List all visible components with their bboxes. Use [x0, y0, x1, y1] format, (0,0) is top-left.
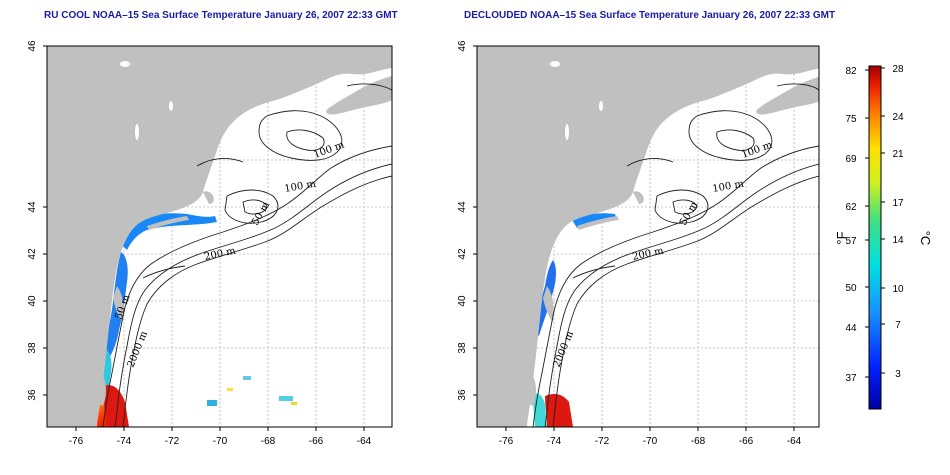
left-y-tick-label: 46 — [27, 40, 38, 52]
left-y-tick-label: 42 — [27, 248, 38, 260]
right-x-tick-label: -66 — [739, 436, 754, 447]
celsius-tick-label: 14 — [892, 235, 904, 246]
left-x-tick-label: -66 — [309, 436, 324, 447]
right-map-panel: 100 m 100 m 50 m 200 m 2000 m -76 -74 -72-… — [457, 40, 820, 447]
fahrenheit-tick-label: 62 — [845, 202, 857, 213]
left-y-tick-label: 36 — [27, 389, 38, 401]
right-y-tick-label: 38 — [457, 342, 468, 354]
right-y-tick-label: 44 — [457, 201, 468, 213]
left-x-tick-label: -70 — [213, 436, 228, 447]
colorbar-fahrenheit-scale: 82 75 69 62 57 50 44 37 — [845, 66, 869, 384]
right-x-tick-label: -64 — [787, 436, 802, 447]
left-x-tick-label: -74 — [117, 436, 132, 447]
colorbar-gradient — [868, 65, 882, 410]
celsius-tick-label: 21 — [892, 149, 904, 160]
right-contours — [532, 83, 819, 427]
right-y-tick-label: 46 — [457, 40, 468, 52]
fahrenheit-tick-label: 37 — [845, 373, 857, 384]
right-x-tick-label: -76 — [499, 436, 514, 447]
temperature-colorbar: 82 75 69 62 57 50 44 37 28 24 21 17 14 10 7 3 °F °C — [834, 64, 933, 410]
celsius-tick-label: 17 — [892, 198, 904, 209]
left-x-tick-label: -64 — [357, 436, 372, 447]
celsius-tick-label: 10 — [892, 284, 904, 295]
right-y-tick-label: 36 — [457, 389, 468, 401]
left-x-tick-label: -72 — [165, 436, 180, 447]
right-x-tick-label: -74 — [547, 436, 562, 447]
left-x-axis: -76 -74 -72 -70 -68 -66 -64 — [69, 427, 372, 447]
left-contours — [102, 83, 392, 427]
fahrenheit-tick-label: 82 — [845, 66, 857, 77]
right-lakes — [550, 61, 603, 140]
right-x-axis: -76 -74 -72 -70 -68 -66 -64 — [499, 427, 802, 447]
left-y-axis: 36 38 40 42 44 46 — [27, 40, 47, 401]
celsius-tick-label: 28 — [892, 64, 904, 75]
celsius-tick-label: 3 — [895, 369, 901, 380]
left-y-tick-label: 40 — [27, 295, 38, 307]
fahrenheit-tick-label: 57 — [845, 236, 857, 247]
left-map-title: RU COOL NOAA–15 Sea Surface Temperature … — [44, 10, 398, 21]
right-x-tick-label: -68 — [691, 436, 706, 447]
right-y-axis: 36 38 40 42 44 46 — [457, 40, 477, 401]
right-y-tick-label: 42 — [457, 248, 468, 260]
left-y-tick-label: 44 — [27, 201, 38, 213]
right-x-tick-label: -72 — [595, 436, 610, 447]
colorbar-celsius-scale: 28 24 21 17 14 10 7 3 — [881, 64, 904, 380]
fahrenheit-unit-label: °F — [834, 231, 849, 244]
left-map-panel: 100 m 100 m 50 m 200 m 50 m 2000 m -76 -7… — [27, 40, 393, 447]
celsius-unit-label: °C — [918, 231, 933, 246]
left-x-tick-label: -68 — [261, 436, 276, 447]
right-x-tick-label: -70 — [643, 436, 658, 447]
celsius-tick-label: 7 — [895, 320, 901, 331]
fahrenheit-tick-label: 50 — [845, 283, 857, 294]
left-y-tick-label: 38 — [27, 342, 38, 354]
right-map-frame — [476, 45, 820, 428]
left-lakes — [120, 61, 173, 140]
fahrenheit-tick-label: 44 — [845, 323, 857, 334]
celsius-tick-label: 24 — [892, 112, 904, 123]
right-map-title: DECLOUDED NOAA–15 Sea Surface Temperatur… — [464, 10, 836, 21]
left-x-tick-label: -76 — [69, 436, 84, 447]
right-y-tick-label: 40 — [457, 295, 468, 307]
fahrenheit-tick-label: 69 — [845, 154, 857, 165]
fahrenheit-tick-label: 75 — [845, 114, 857, 125]
